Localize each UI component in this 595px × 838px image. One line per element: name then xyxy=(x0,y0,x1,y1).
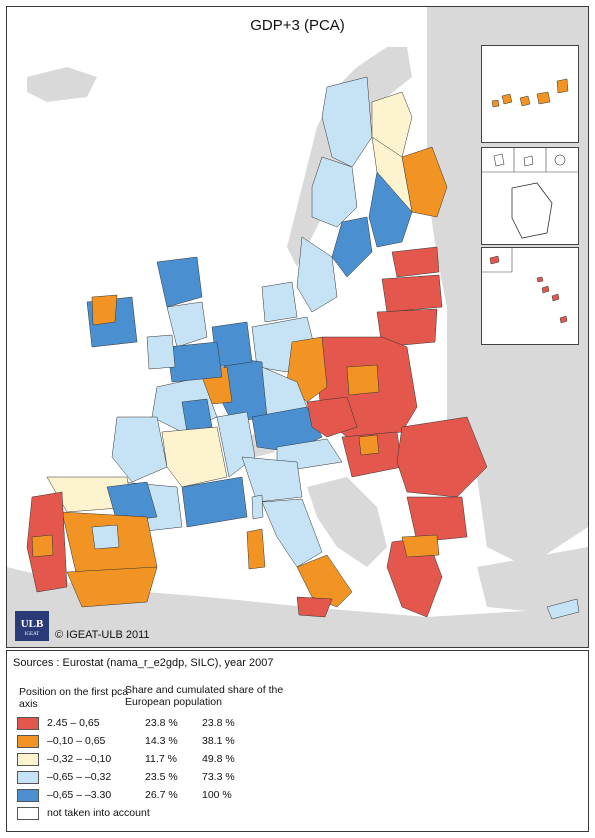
legend-cumulated: 49.8 % xyxy=(202,753,235,765)
region-sweden-stockholm xyxy=(331,216,373,278)
ulb-logo: ULB IGEAT xyxy=(15,611,49,641)
map-frame: GDP+3 (PCA) ULB IGEAT © IGEAT-ULB 2011 xyxy=(6,6,589,648)
legend-cumulated: 73.3 % xyxy=(202,771,235,783)
legend-row: –0,10 – 0,65 14.3 % 38.1 % xyxy=(17,735,317,749)
region-france-west xyxy=(111,416,168,483)
region-scotland xyxy=(156,256,203,308)
legend-swatch xyxy=(17,717,39,730)
legend-range: –0,10 – 0,65 xyxy=(47,735,106,747)
region-latvia xyxy=(381,274,443,313)
legend-row: not taken into account xyxy=(17,807,317,821)
region-italy-north xyxy=(241,456,303,503)
region-poland-warsaw xyxy=(346,364,380,396)
region-spain-northeast xyxy=(106,481,158,523)
logo-text: ULB xyxy=(20,618,44,630)
legend-row: 2.45 – 0,65 23.8 % 23.8 % xyxy=(17,717,317,731)
legend-cumulated: 100 % xyxy=(202,789,232,801)
region-spain-madrid xyxy=(91,524,120,550)
inset-canary-islands xyxy=(481,45,579,143)
legend-range: –0,32 – –0,10 xyxy=(47,753,112,765)
region-lithuania xyxy=(376,308,438,348)
land-turkey xyxy=(477,547,588,617)
region-czech xyxy=(306,396,358,438)
legend-swatch xyxy=(17,807,39,820)
region-sweden-south xyxy=(296,236,338,313)
region-ireland-west xyxy=(91,294,118,326)
legend-share: 23.5 % xyxy=(145,771,178,783)
legend-cumulated: 23.8 % xyxy=(202,717,235,729)
region-estonia xyxy=(391,246,440,278)
region-finland-central xyxy=(371,136,413,213)
region-england-north xyxy=(166,301,208,348)
region-portugal-lisbon xyxy=(31,534,54,558)
legend-range: –0,65 – –3.30 xyxy=(47,789,112,801)
legend-swatch xyxy=(17,735,39,748)
inset-canary-map xyxy=(491,78,569,108)
legend-range: not taken into account xyxy=(47,807,150,819)
legend-range: 2.45 – 0,65 xyxy=(47,717,100,729)
region-hungary-budapest xyxy=(358,434,380,456)
region-france-paris xyxy=(181,398,213,433)
legend-header-position: Position on the first pca axis xyxy=(19,686,129,710)
region-wales xyxy=(146,334,176,370)
region-cyprus xyxy=(546,598,580,620)
legend-swatch xyxy=(17,753,39,766)
legend-header-share: Share and cumulated share of the Europea… xyxy=(125,684,284,708)
legend-swatch xyxy=(17,789,39,802)
region-sardinia xyxy=(246,528,266,570)
legend-share: 11.7 % xyxy=(145,753,177,765)
region-denmark xyxy=(261,281,298,323)
inset-dom xyxy=(481,147,579,245)
region-sicily xyxy=(296,596,333,618)
inset-azores-madeira xyxy=(481,247,579,345)
land-north-africa xyxy=(7,567,588,647)
legend-row: –0,65 – –0,32 23.5 % 73.3 % xyxy=(17,771,317,785)
land-balkans-west xyxy=(307,477,387,567)
land-iceland xyxy=(27,67,97,102)
region-italy-south xyxy=(296,554,353,608)
region-france-central xyxy=(161,426,228,488)
copyright-text: © IGEAT-ULB 2011 xyxy=(55,629,150,641)
legend-cumulated: 38.1 % xyxy=(202,735,235,747)
legend-range: –0,65 – –0,32 xyxy=(47,771,112,783)
legend-row: –0,32 – –0,10 11.7 % 49.8 % xyxy=(17,753,317,767)
region-spain-south xyxy=(66,566,158,608)
map-title: GDP+3 (PCA) xyxy=(250,17,345,34)
sources-text: Sources : Eurostat (nama_r_e2gdp, SILC),… xyxy=(13,657,274,669)
region-sweden-central xyxy=(311,156,358,228)
legend-share: 26.7 % xyxy=(145,789,178,801)
region-bulgaria xyxy=(406,496,468,543)
legend-share: 23.8 % xyxy=(145,717,178,729)
legend-box: Sources : Eurostat (nama_r_e2gdp, SILC),… xyxy=(6,650,589,832)
legend-share: 14.3 % xyxy=(145,735,178,747)
region-italy-central xyxy=(261,498,323,568)
region-corsica xyxy=(251,494,264,520)
logo-subtext: IGEAT xyxy=(24,632,40,637)
region-england-south xyxy=(166,341,223,383)
inset-dom-map xyxy=(482,148,578,239)
region-france-southeast xyxy=(181,476,248,528)
legend-swatch xyxy=(17,771,39,784)
legend-row: –0,65 – –3.30 26.7 % 100 % xyxy=(17,789,317,803)
inset-azores-map xyxy=(482,248,568,324)
region-greece-north xyxy=(401,534,440,558)
